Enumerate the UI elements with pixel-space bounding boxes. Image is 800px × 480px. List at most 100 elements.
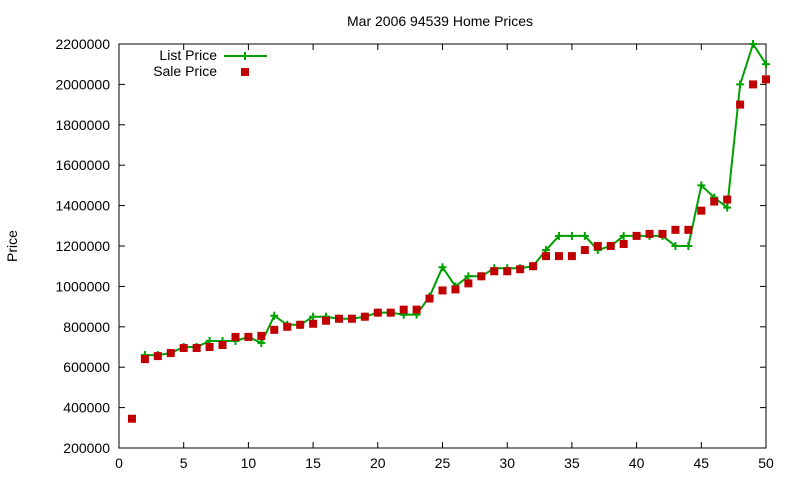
- sale-price-point: [762, 75, 770, 84]
- sale-price-point: [399, 305, 408, 314]
- series-layer: [127, 40, 770, 423]
- plot-border: [118, 43, 767, 449]
- list-price-line: [144, 41, 767, 357]
- sale-price-point: [580, 246, 589, 255]
- y-tick-label: 1200000: [55, 238, 110, 254]
- sale-price-point: [490, 267, 499, 276]
- sale-price-point: [127, 414, 136, 423]
- list-price-point: [554, 231, 563, 240]
- sale-price-point: [309, 319, 318, 328]
- y-tick-label: 1400000: [55, 198, 110, 214]
- y-tick-label: 2000000: [55, 76, 110, 92]
- x-tick-label: 25: [435, 455, 451, 471]
- sale-price-point: [166, 349, 175, 358]
- list-price-point: [723, 203, 732, 212]
- list-price-point: [671, 242, 680, 250]
- list-price-point: [749, 40, 758, 48]
- list-price-point: [438, 263, 447, 272]
- sale-price-point: [632, 231, 641, 240]
- sale-price-point: [503, 267, 512, 276]
- x-tick-label: 0: [115, 455, 123, 471]
- sale-price-point: [567, 252, 576, 261]
- y-tick-label: 400000: [63, 400, 110, 416]
- list-price-point: [309, 312, 318, 321]
- list-price-point: [257, 338, 266, 347]
- x-tick-label: 40: [629, 455, 645, 471]
- sale-price-point: [438, 286, 447, 295]
- list-price-point: [697, 181, 706, 190]
- y-tick-label: 200000: [63, 440, 110, 456]
- x-tick-label: 45: [694, 455, 710, 471]
- sale-price-point: [373, 308, 382, 317]
- list-price-point: [580, 231, 589, 240]
- sale-price-point: [205, 343, 214, 351]
- list-price-point: [567, 231, 576, 240]
- x-tick-label: 20: [370, 455, 386, 471]
- sale-price-point: [736, 100, 745, 109]
- sale-price-point: [347, 314, 356, 323]
- sale-price-point: [529, 262, 538, 271]
- sale-price-point: [645, 229, 654, 238]
- sale-price-point: [477, 272, 486, 281]
- sale-price-point: [179, 344, 188, 353]
- sale-price-point: [593, 242, 602, 250]
- sale-price-point: [386, 308, 395, 317]
- sale-price-point: [257, 331, 266, 340]
- list-price-point: [464, 272, 473, 281]
- sale-price-point: [192, 344, 201, 353]
- y-tick-label: 1800000: [55, 117, 110, 133]
- list-price-point: [684, 242, 693, 250]
- x-tick-label: 35: [564, 455, 580, 471]
- x-tick-label: 5: [180, 455, 188, 471]
- sale-price-point: [270, 325, 279, 334]
- y-tick-label: 2200000: [55, 36, 110, 52]
- y-tick-label: 1000000: [55, 278, 110, 294]
- list-price-point: [619, 231, 628, 240]
- sale-price-point: [710, 197, 719, 206]
- plot-area: 0 5 10 15 20 25 30 35 40 45 50 200000 400000 600000 80…: [55, 36, 774, 471]
- list-price-point: [270, 311, 279, 320]
- y-tick-label: 1600000: [55, 157, 110, 173]
- sale-price-point: [658, 229, 667, 238]
- legend-marker-list-price: [241, 52, 249, 60]
- list-price-point: [736, 80, 745, 89]
- sale-price-point: [619, 239, 628, 248]
- x-tick-label: 10: [241, 455, 257, 471]
- sale-price-point: [412, 305, 421, 314]
- y-axis-label: Price: [4, 230, 20, 262]
- y-tick-label: 800000: [63, 319, 110, 335]
- sale-price-point: [684, 225, 693, 234]
- sale-price-point: [283, 322, 292, 331]
- sale-price-point: [723, 195, 732, 204]
- sale-price-point: [451, 285, 460, 294]
- sale-price-point: [749, 80, 758, 89]
- sale-price-point: [334, 314, 343, 323]
- chart-title: Mar 2006 94539 Home Prices: [347, 13, 533, 29]
- sale-price-point: [153, 352, 162, 361]
- x-tick-label: 30: [499, 455, 515, 471]
- sale-price-point: [542, 252, 551, 261]
- legend-marker-sale-price: [241, 68, 249, 76]
- sale-price-point: [425, 294, 434, 303]
- x-tick-label: 50: [758, 455, 774, 471]
- sale-price-point: [516, 265, 525, 274]
- sale-price-point: [606, 242, 615, 250]
- sale-price-point: [360, 312, 369, 321]
- legend-label-list-price: List Price: [159, 47, 217, 63]
- legend-label-sale-price: Sale Price: [153, 63, 217, 79]
- sale-price-point: [244, 332, 253, 341]
- list-price-point: [762, 60, 770, 69]
- sale-price-point: [554, 252, 563, 261]
- sale-price-point: [697, 206, 706, 215]
- y-tick-label: 600000: [63, 359, 110, 375]
- sale-price-point: [140, 355, 149, 364]
- x-tick-label: 15: [305, 455, 321, 471]
- sale-price-point: [671, 225, 680, 234]
- sale-price-point: [464, 279, 473, 288]
- sale-price-point: [231, 332, 240, 341]
- sale-price-point: [296, 320, 305, 329]
- sale-price-point: [218, 340, 227, 349]
- sale-price-point: [322, 316, 331, 325]
